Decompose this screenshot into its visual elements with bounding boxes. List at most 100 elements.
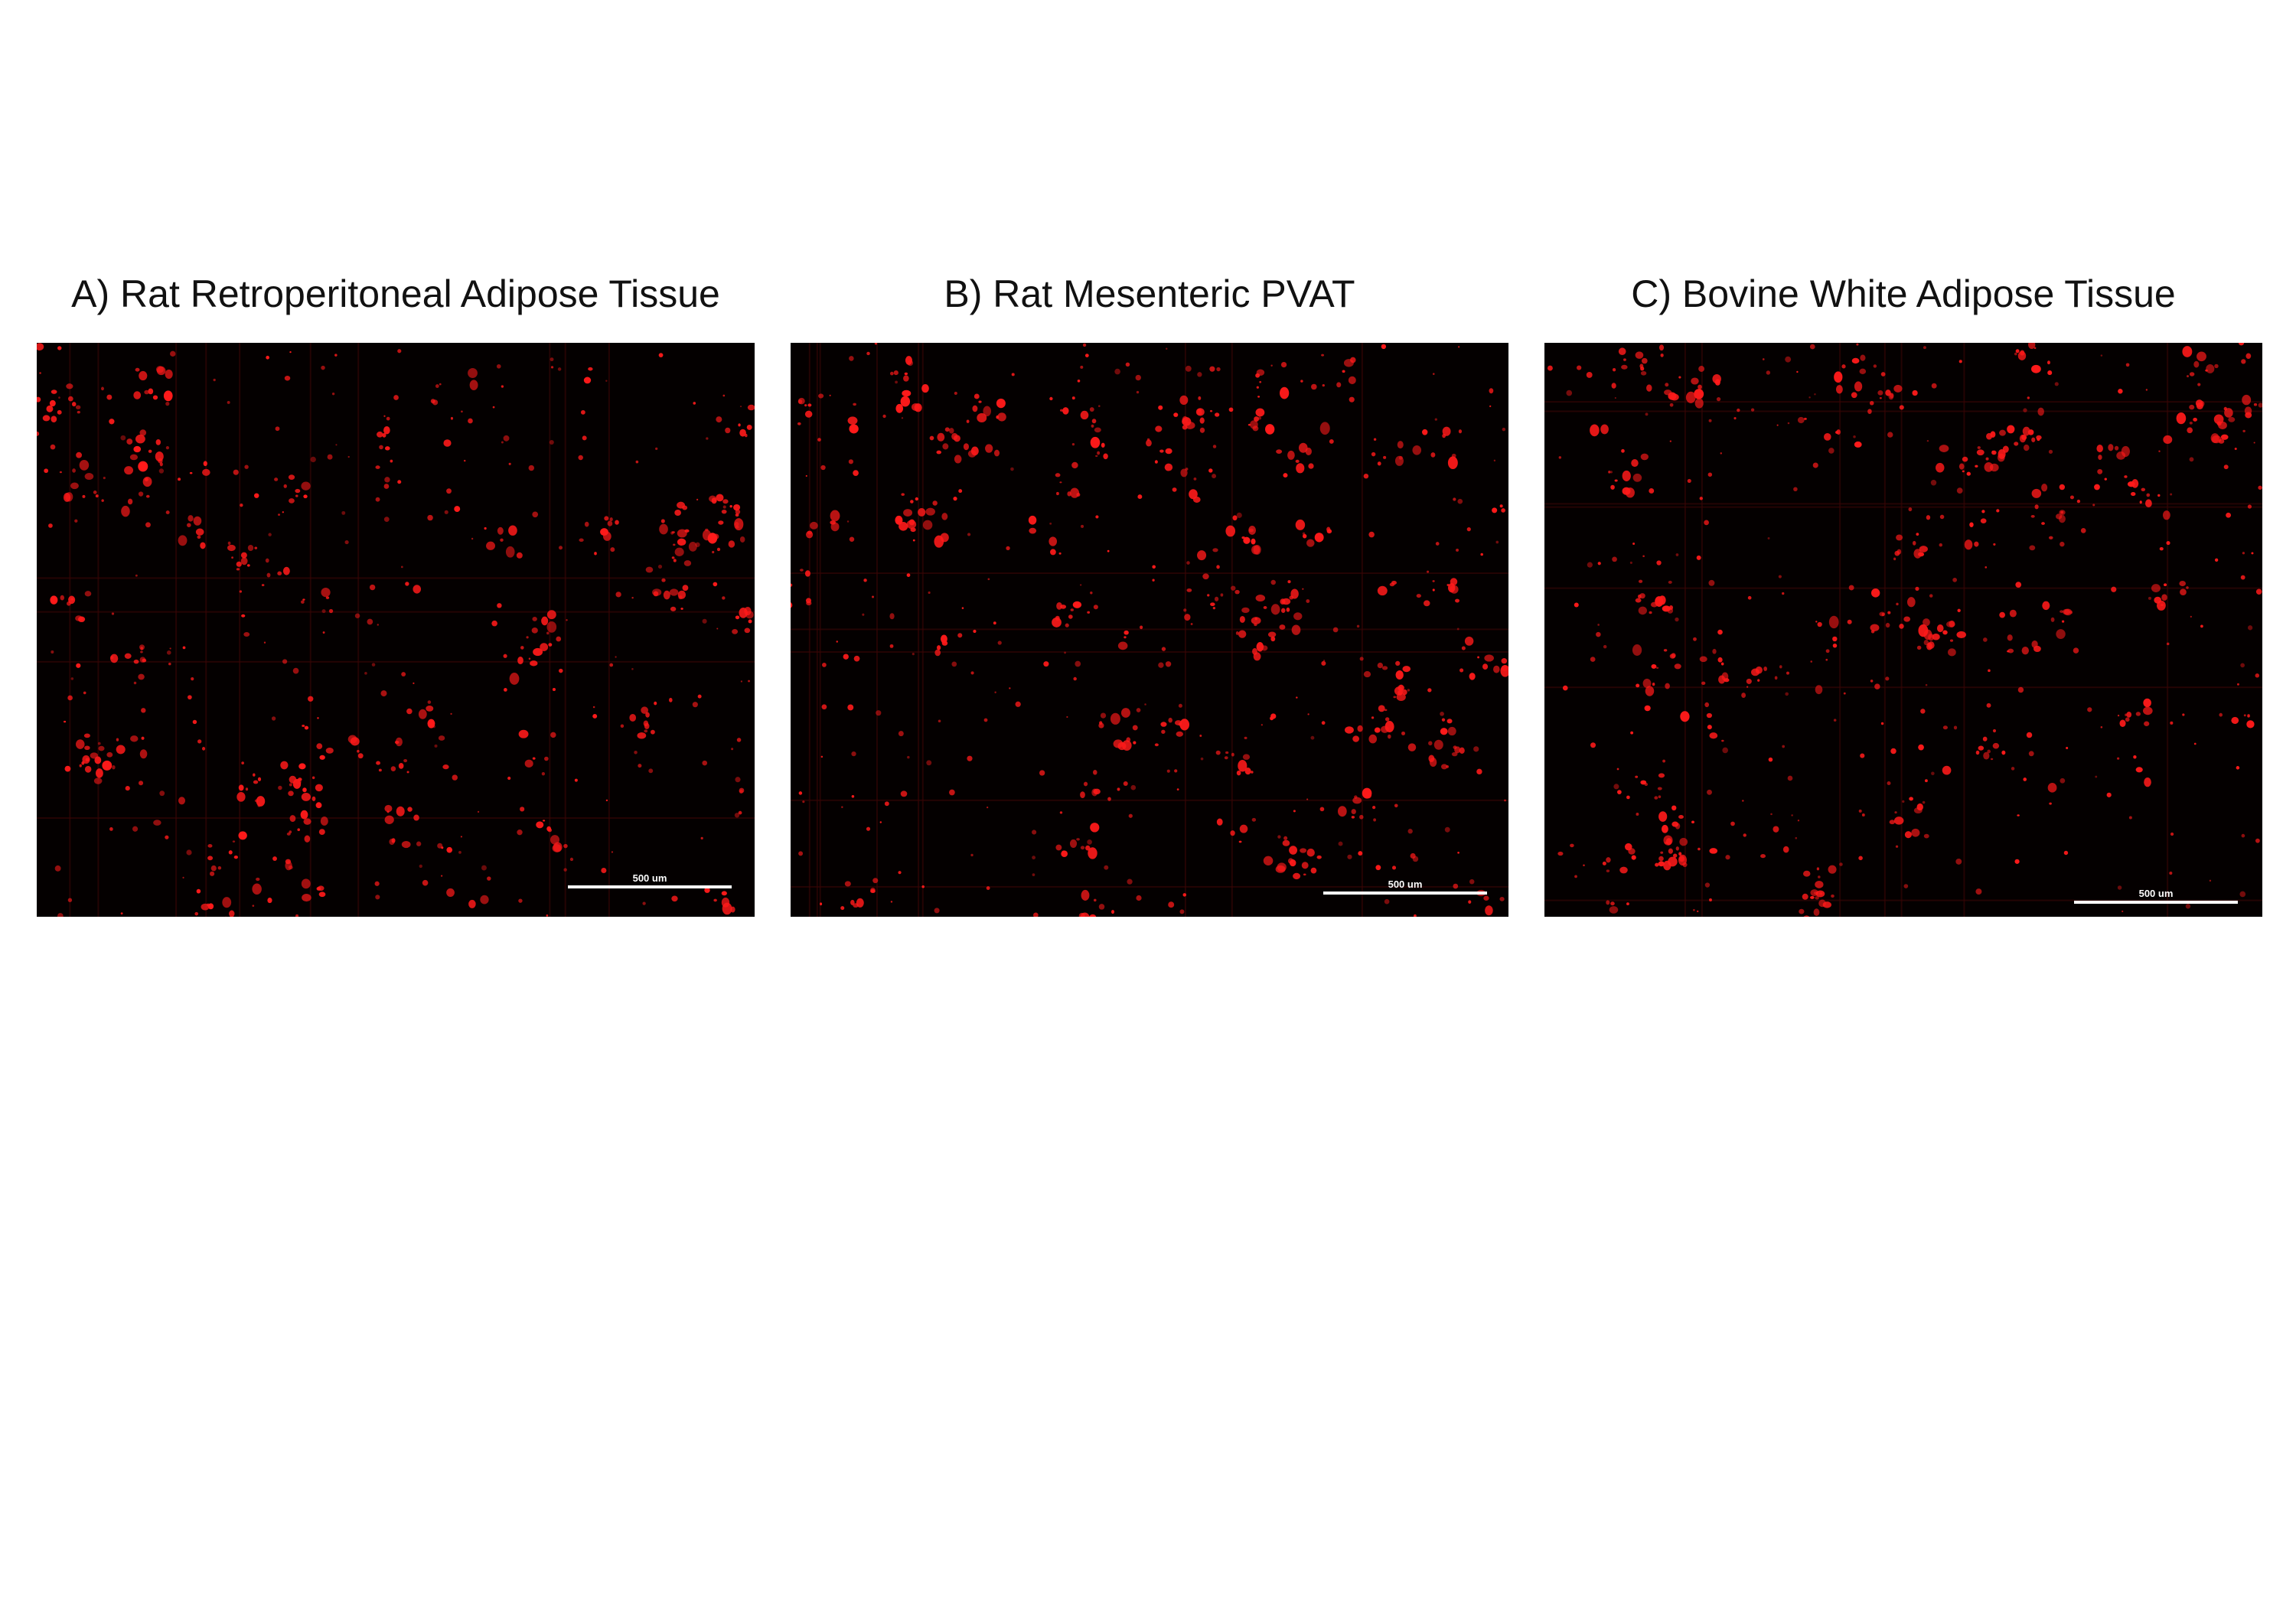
- lipid-droplet: [949, 428, 954, 434]
- lipid-droplet: [240, 503, 243, 507]
- lipid-droplet: [1117, 641, 1128, 650]
- lipid-droplet: [739, 789, 744, 794]
- lipid-droplet: [847, 704, 854, 711]
- lipid-droplet: [1263, 856, 1274, 865]
- lipid-droplet: [1296, 463, 1305, 474]
- lipid-droplet: [725, 427, 731, 434]
- lipid-droplet: [2034, 504, 2039, 510]
- lipid-droplet: [2049, 802, 2052, 805]
- lipid-droplet: [1349, 396, 1355, 403]
- lipid-droplet: [1982, 736, 1988, 742]
- lipid-droplet: [550, 366, 554, 369]
- lipid-droplet: [403, 759, 408, 763]
- lipid-droplet: [1606, 900, 1610, 905]
- lipid-droplet: [188, 515, 194, 522]
- lipid-droplet: [54, 865, 61, 872]
- lipid-droplet: [1316, 855, 1322, 859]
- lipid-droplet: [673, 559, 677, 562]
- lipid-droplet: [1442, 433, 1446, 438]
- lipid-droplet: [452, 774, 458, 781]
- lipid-droplet: [1442, 426, 1451, 436]
- lipid-droplet: [1804, 417, 1807, 420]
- lipid-droplet: [302, 787, 307, 793]
- lipid-droplet: [820, 464, 826, 471]
- lipid-droplet: [1755, 666, 1763, 674]
- lipid-droplet: [996, 398, 1006, 409]
- lipid-droplet: [1215, 412, 1220, 417]
- lipid-droplet: [2037, 438, 2040, 442]
- lipid-droplet: [145, 522, 151, 528]
- lipid-droplet: [1919, 546, 1928, 553]
- lipid-droplet: [1814, 393, 1816, 396]
- lipid-droplet: [426, 706, 434, 712]
- lipid-droplet: [1644, 782, 1649, 787]
- lipid-droplet: [84, 473, 94, 481]
- lipid-droplet: [722, 499, 729, 504]
- lipid-droplet: [1717, 629, 1723, 635]
- lipid-droplet: [377, 624, 379, 626]
- lipid-droplet: [1049, 396, 1053, 401]
- lipid-droplet: [1915, 586, 1919, 591]
- lipid-droplet: [124, 466, 134, 475]
- lipid-droplet: [1351, 809, 1356, 815]
- lipid-droplet: [1427, 688, 1432, 693]
- lipid-droplet: [2182, 713, 2185, 716]
- lipid-droplet: [528, 464, 535, 471]
- lipid-droplet: [1587, 562, 1593, 568]
- lipid-droplet: [1942, 765, 1952, 775]
- lipid-droplet: [1785, 692, 1789, 696]
- lipid-droplet: [890, 901, 893, 903]
- lipid-droplet: [889, 613, 895, 620]
- lipid-droplet: [546, 610, 556, 620]
- lipid-droplet: [1669, 654, 1676, 659]
- lipid-droplet: [63, 492, 71, 502]
- lipid-droplet: [739, 429, 746, 437]
- lipid-droplet: [2073, 647, 2079, 654]
- lipid-droplet: [2007, 650, 2010, 653]
- lipid-droplet: [1166, 347, 1168, 350]
- lipid-droplet: [1101, 442, 1105, 448]
- lipid-droplet: [1077, 379, 1081, 383]
- lipid-droplet: [798, 851, 804, 856]
- lipid-droplet: [321, 609, 326, 614]
- lipid-droplet: [1835, 385, 1843, 394]
- lipid-droplet: [195, 528, 204, 536]
- lipid-droplet: [929, 435, 934, 441]
- lipid-droplet: [1500, 664, 1508, 677]
- lipid-droplet: [1302, 533, 1307, 539]
- lipid-droplet: [1696, 555, 1701, 560]
- lipid-droplet: [1787, 422, 1790, 425]
- lipid-droplet: [501, 385, 504, 388]
- lipid-droplet: [124, 653, 132, 659]
- lipid-droplet: [791, 583, 793, 587]
- lipid-droplet: [1909, 797, 1913, 801]
- lipid-droplet: [165, 369, 173, 380]
- lipid-droplet: [133, 659, 139, 664]
- lipid-droplet: [327, 454, 333, 460]
- lipid-droplet: [1843, 692, 1846, 695]
- lipid-droplet: [532, 511, 539, 518]
- lipid-droplet: [1090, 823, 1100, 833]
- lipid-droplet: [895, 380, 898, 384]
- lipid-droplet: [1939, 514, 1945, 520]
- lipid-droplet: [1230, 830, 1235, 836]
- lipid-droplet: [1778, 575, 1782, 579]
- lipid-droplet: [696, 498, 699, 501]
- lipid-droplet: [739, 608, 748, 618]
- lipid-droplet: [267, 897, 272, 904]
- lipid-droplet: [2022, 426, 2030, 436]
- lipid-droplet: [605, 799, 608, 802]
- lipid-droplet: [1158, 405, 1163, 410]
- lipid-droplet: [120, 912, 123, 915]
- lipid-droplet: [1032, 856, 1036, 860]
- lipid-droplet: [670, 531, 674, 535]
- lipid-droplet: [142, 658, 147, 663]
- lipid-droplet: [629, 713, 637, 722]
- lipid-droplet: [441, 875, 443, 877]
- lipid-droplet: [1936, 462, 1945, 473]
- lipid-droplet: [550, 732, 556, 738]
- lipid-droplet: [1618, 347, 1626, 356]
- lipid-droplet: [671, 556, 675, 559]
- scale-bar-label: 500 um: [2138, 888, 2174, 899]
- lipid-droplet: [2017, 814, 2020, 817]
